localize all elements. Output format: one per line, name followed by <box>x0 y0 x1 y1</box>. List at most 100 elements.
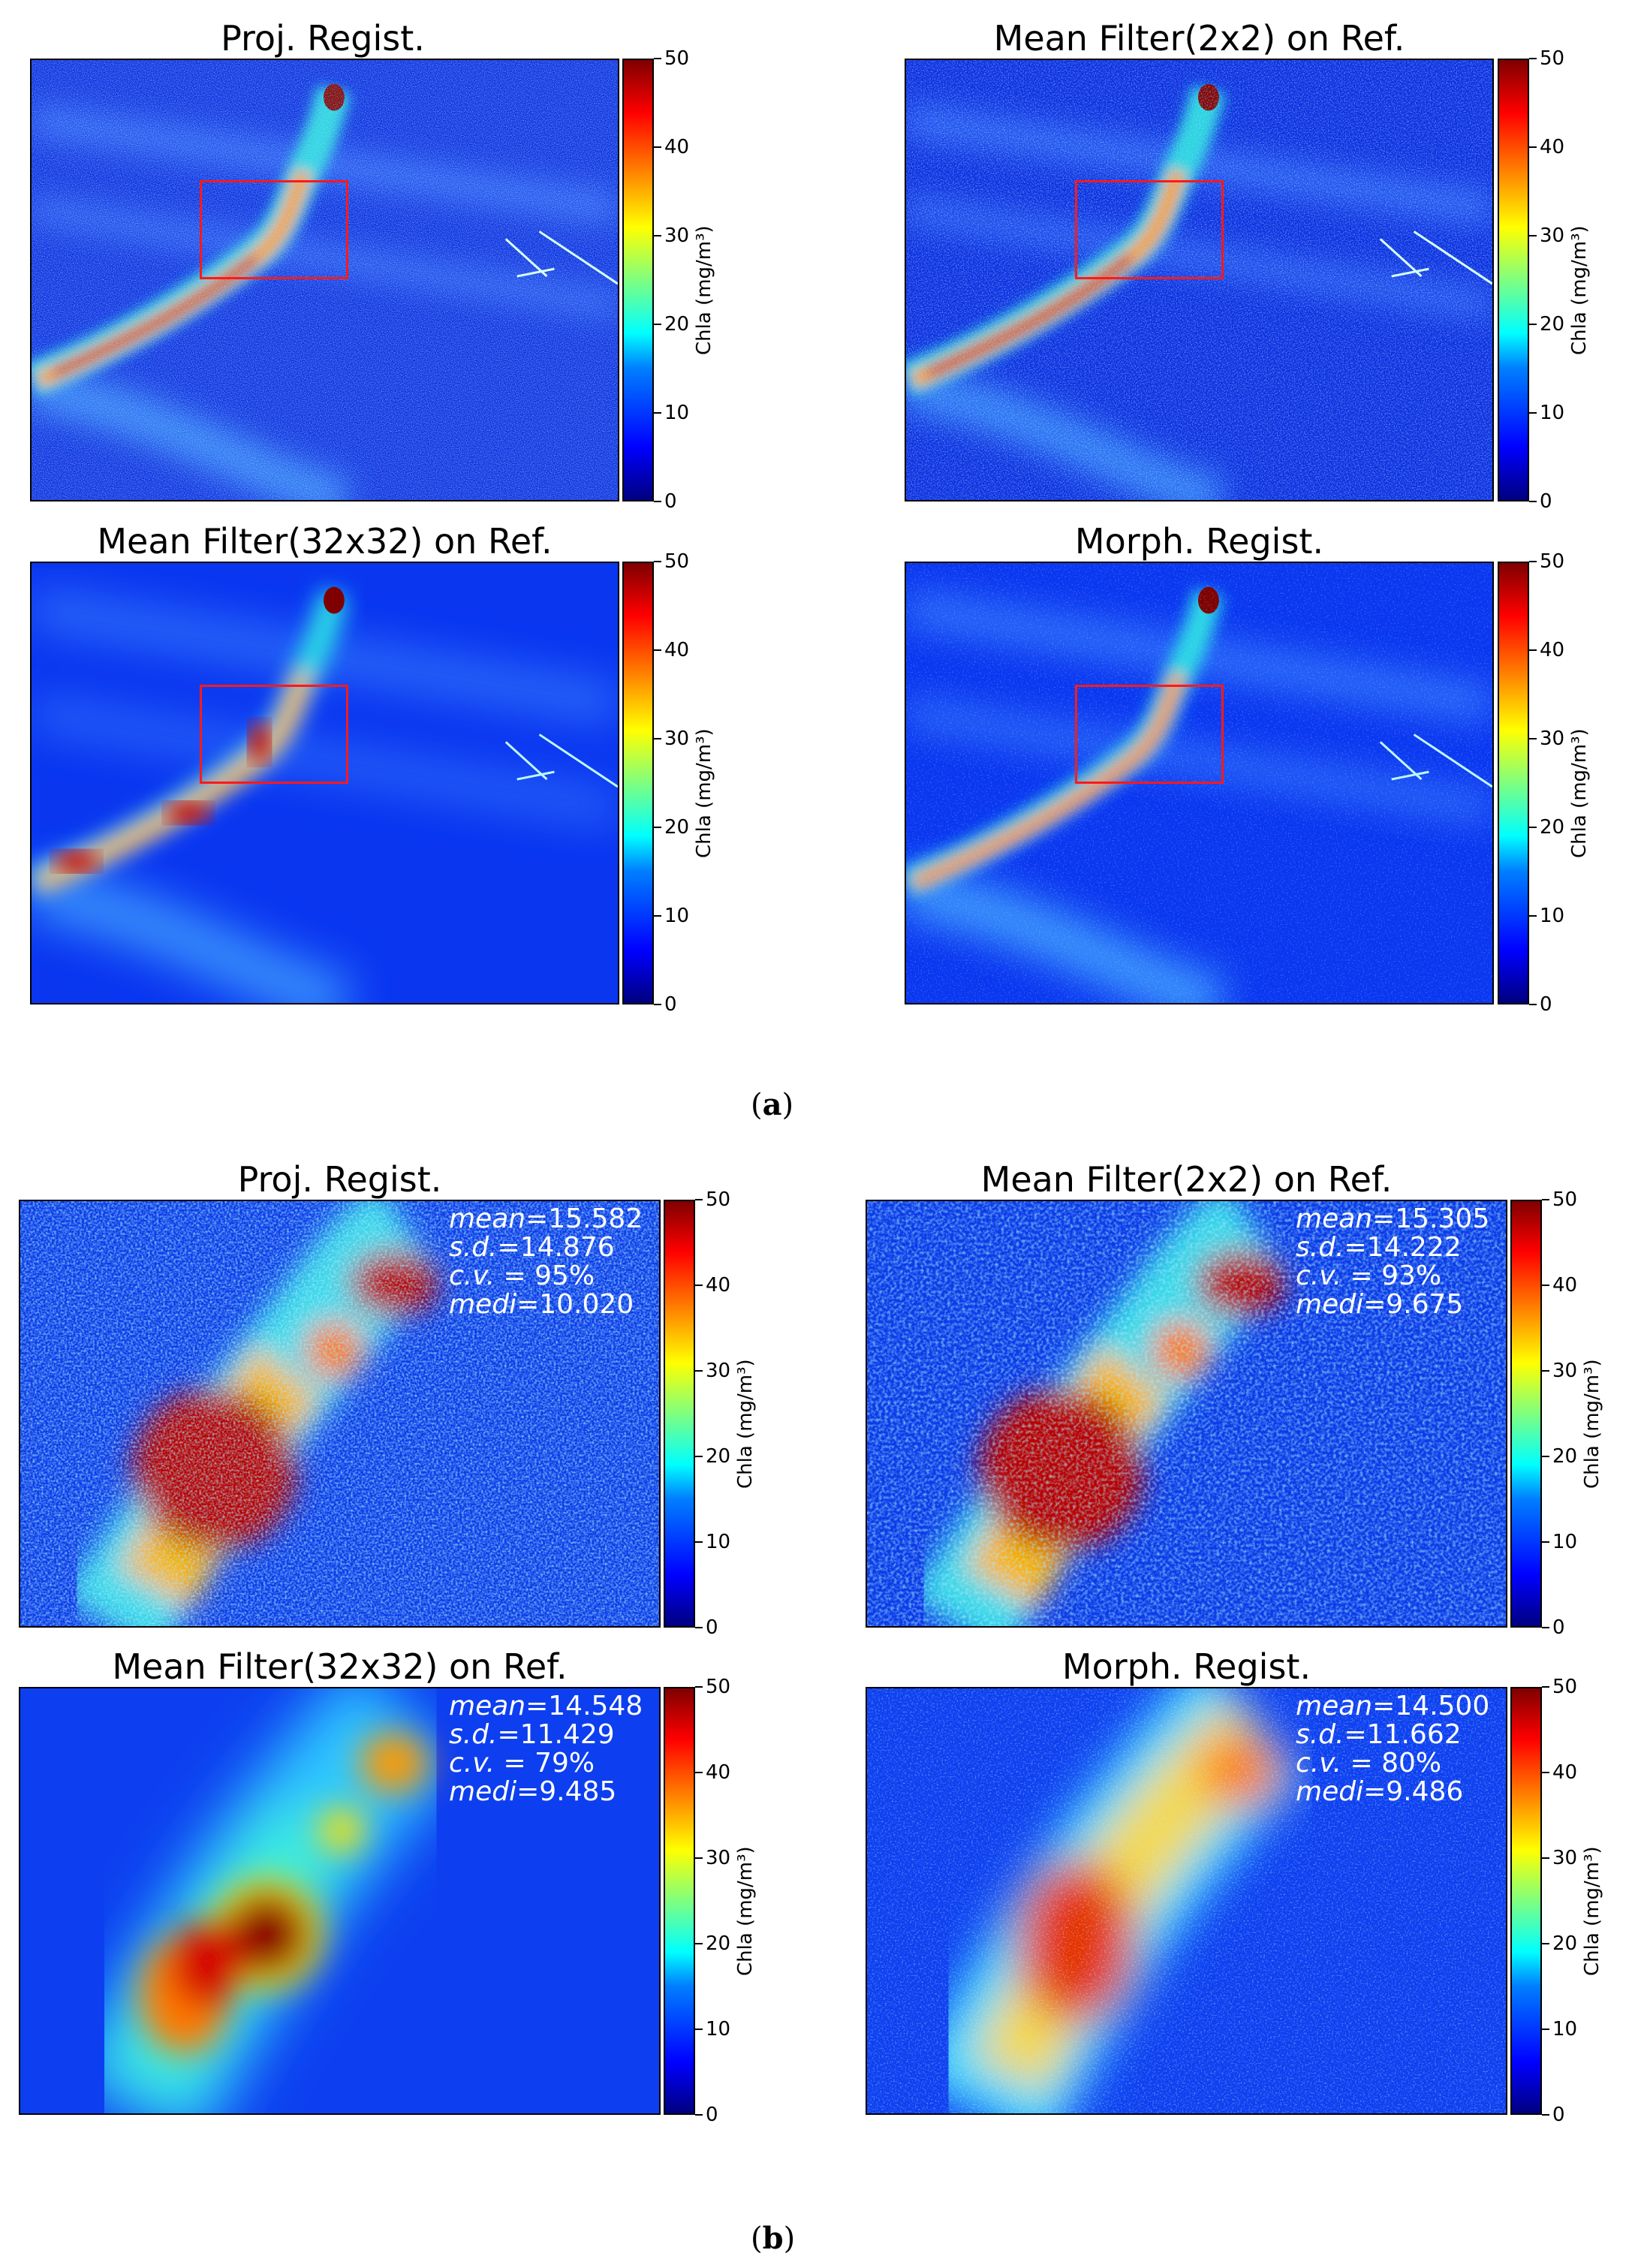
region-of-interest-box <box>1075 180 1224 279</box>
colorbar-tick-label: 40 <box>664 136 690 158</box>
colorbar-axis-label: Chla (mg/m³) <box>693 225 715 355</box>
colorbar-tick-mark <box>695 1943 703 1944</box>
colorbar-tick-mark <box>1529 1004 1537 1005</box>
colorbar-tick-mark <box>654 649 661 651</box>
statistics-box: mean=14.548 s.d.=11.429 c.v. = 79% medi=… <box>449 1691 643 1807</box>
colorbar-tick-mark <box>1529 324 1537 325</box>
colorbar-tick-label: 40 <box>706 1761 731 1784</box>
colorbar-tick-mark <box>695 2029 703 2030</box>
colorbar-tick-label: 30 <box>1540 727 1565 750</box>
colorbar-tick-mark <box>654 146 661 148</box>
colorbar-tick-mark <box>1529 738 1537 739</box>
colorbar-tick-label: 0 <box>706 2104 718 2126</box>
colorbar-tick-label: 0 <box>1540 993 1552 1016</box>
colorbar-tick-label: 0 <box>1552 2104 1565 2126</box>
colorbar-tick-mark <box>654 501 661 502</box>
colorbar-tick-mark <box>1529 501 1537 502</box>
colorbar-tick-mark <box>1542 1627 1549 1628</box>
colorbar-tick-label: 10 <box>1540 905 1565 927</box>
colorbar-tick-label: 50 <box>1540 47 1565 70</box>
colorbar-tick-label: 30 <box>1540 224 1565 247</box>
panel-title: Morph. Regist. <box>1074 521 1324 562</box>
colorbar-tick-mark <box>1529 915 1537 917</box>
colorbar-tick-mark <box>1529 649 1537 651</box>
colorbar-tick-mark <box>1529 146 1537 148</box>
colorbar <box>1498 59 1529 501</box>
colorbar-tick-mark <box>695 1627 703 1628</box>
colorbar-tick-mark <box>1542 1285 1549 1286</box>
colorbar-tick-label: 20 <box>664 313 690 336</box>
colorbar-tick-mark <box>654 738 661 739</box>
colorbar-tick-mark <box>654 827 661 828</box>
colorbar-tick-label: 10 <box>1540 402 1565 424</box>
colorbar-tick-mark <box>1542 1370 1549 1372</box>
colorbar-tick-label: 10 <box>664 402 690 424</box>
panel-title: Mean Filter(2x2) on Ref. <box>993 18 1405 59</box>
colorbar-tick-label: 30 <box>664 727 690 750</box>
colorbar <box>1510 1687 1542 2115</box>
colorbar-axis-label: Chla (mg/m³) <box>1581 1359 1603 1489</box>
statistics-box: mean=15.305 s.d.=14.222 c.v. = 93% medi=… <box>1296 1203 1490 1320</box>
region-of-interest-box <box>200 180 348 279</box>
colorbar-tick-mark <box>1542 1943 1549 1944</box>
colorbar-tick-label: 50 <box>664 550 690 573</box>
statistics-box: mean=14.500 s.d.=11.662 c.v. = 80% medi=… <box>1296 1691 1490 1807</box>
colorbar-tick-mark <box>695 2114 703 2116</box>
colorbar-tick-mark <box>695 1541 703 1543</box>
colorbar-tick-label: 40 <box>664 639 690 661</box>
chla-zoom-image <box>19 1687 661 2115</box>
chla-map-image <box>30 59 619 501</box>
colorbar-tick-mark <box>654 235 661 236</box>
panel-title: Mean Filter(2x2) on Ref. <box>980 1159 1393 1200</box>
colorbar-tick-mark <box>695 1686 703 1688</box>
colorbar <box>622 562 654 1004</box>
colorbar-tick-label: 10 <box>664 905 690 927</box>
panel-title: Mean Filter(32x32) on Ref. <box>112 1646 568 1687</box>
colorbar-tick-label: 20 <box>664 816 690 839</box>
colorbar-tick-label: 50 <box>1552 1676 1578 1698</box>
colorbar-tick-label: 50 <box>1552 1188 1578 1211</box>
colorbar-tick-label: 50 <box>1540 550 1565 573</box>
colorbar-tick-label: 0 <box>1540 490 1552 513</box>
colorbar-tick-label: 30 <box>706 1847 731 1869</box>
colorbar-tick-mark <box>1529 235 1537 236</box>
colorbar-tick-label: 0 <box>1552 1616 1565 1639</box>
colorbar-tick-mark <box>654 561 661 562</box>
colorbar-tick-mark <box>1542 1199 1549 1200</box>
colorbar-tick-label: 40 <box>1540 136 1565 158</box>
colorbar-tick-mark <box>695 1199 703 1200</box>
colorbar-axis-label: Chla (mg/m³) <box>1568 728 1591 858</box>
colorbar <box>1510 1200 1542 1628</box>
colorbar-tick-mark <box>1542 1541 1549 1543</box>
colorbar-tick-label: 0 <box>664 490 677 513</box>
colorbar-tick-mark <box>654 412 661 414</box>
colorbar-tick-label: 10 <box>706 2018 731 2041</box>
colorbar-axis-label: Chla (mg/m³) <box>734 1846 757 1976</box>
colorbar-tick-label: 50 <box>706 1188 731 1211</box>
colorbar-tick-mark <box>1542 2114 1549 2116</box>
chla-zoom-image <box>19 1200 661 1628</box>
colorbar-axis-label: Chla (mg/m³) <box>1568 225 1591 355</box>
colorbar-tick-label: 20 <box>1540 313 1565 336</box>
colorbar-axis-label: Chla (mg/m³) <box>734 1359 757 1489</box>
figure-caption-a: (a) <box>751 1087 794 1122</box>
chla-zoom-image <box>866 1687 1507 2115</box>
colorbar-tick-mark <box>1542 1857 1549 1859</box>
colorbar-tick-label: 20 <box>706 1445 731 1468</box>
colorbar-tick-label: 30 <box>706 1360 731 1382</box>
colorbar-tick-mark <box>1529 58 1537 59</box>
figure-caption-b: (b) <box>751 2221 796 2256</box>
colorbar-tick-mark <box>1542 1456 1549 1457</box>
colorbar-tick-label: 0 <box>664 993 677 1016</box>
colorbar-tick-label: 20 <box>1552 1932 1578 1955</box>
colorbar <box>1498 562 1529 1004</box>
region-of-interest-box <box>1075 685 1224 784</box>
colorbar-axis-label: Chla (mg/m³) <box>1581 1846 1603 1976</box>
statistics-box: mean=15.582 s.d.=14.876 c.v. = 95% medi=… <box>449 1203 643 1320</box>
colorbar-axis-label: Chla (mg/m³) <box>693 728 715 858</box>
colorbar-tick-mark <box>1542 2029 1549 2030</box>
colorbar-tick-mark <box>695 1285 703 1286</box>
colorbar-tick-mark <box>1542 1686 1549 1688</box>
colorbar-tick-mark <box>654 324 661 325</box>
chla-zoom-image <box>866 1200 1507 1628</box>
